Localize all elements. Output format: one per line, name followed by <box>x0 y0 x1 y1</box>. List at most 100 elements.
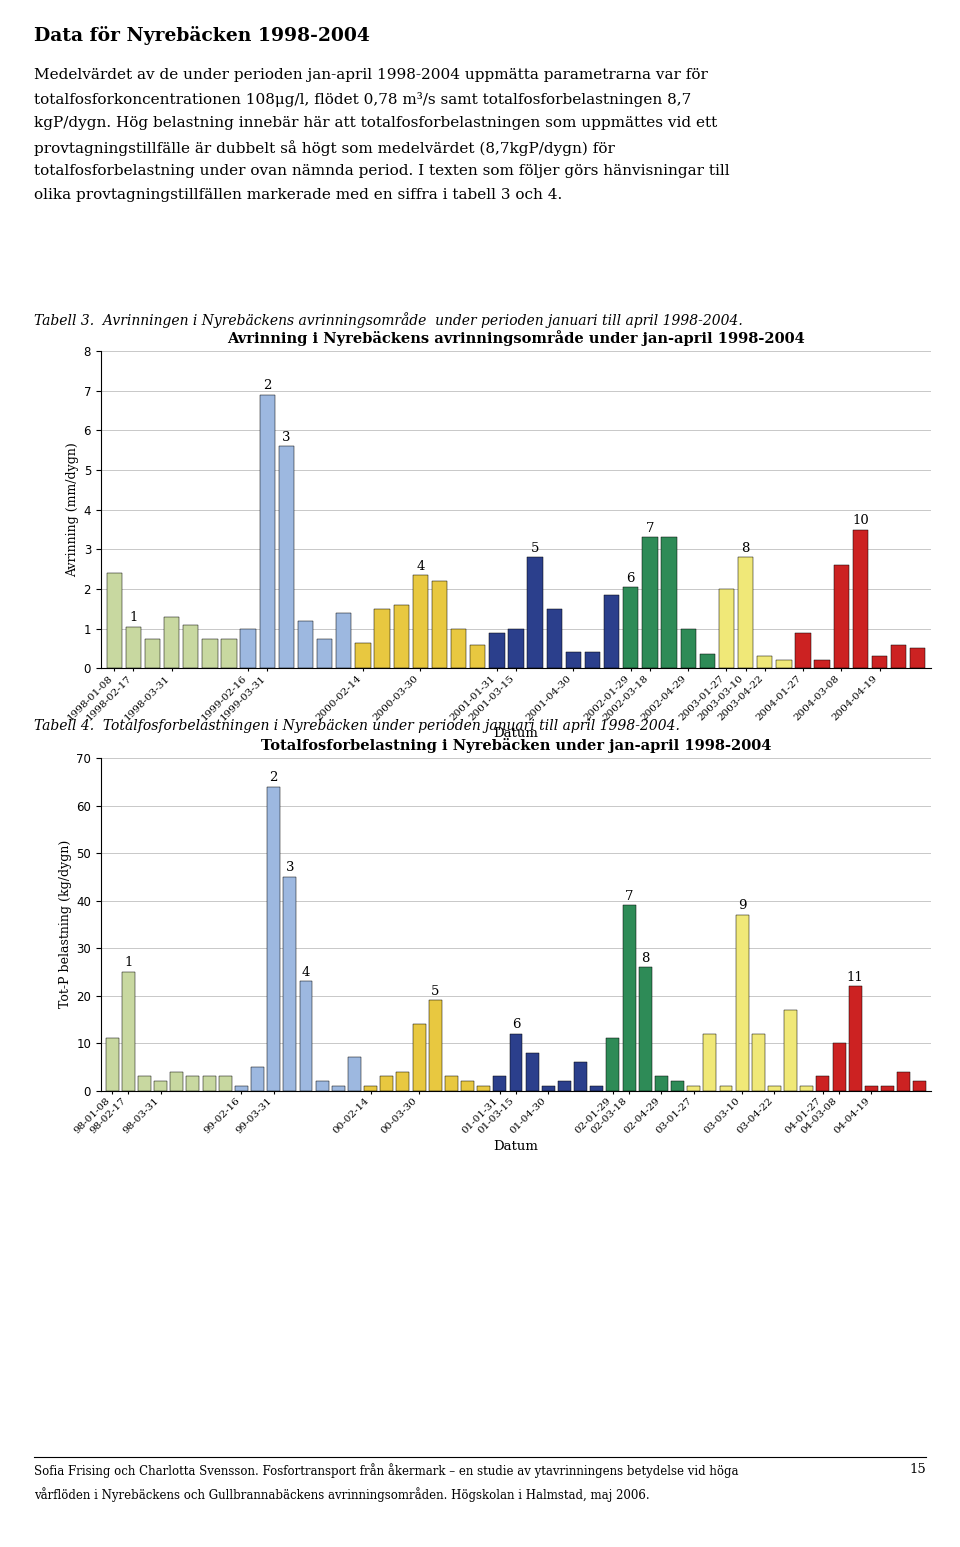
Text: 8: 8 <box>741 541 750 555</box>
Bar <box>493 1077 506 1091</box>
Bar <box>396 1072 409 1091</box>
Bar <box>451 628 467 668</box>
Text: Medelvärdet av de under perioden jan-april 1998-2004 uppmätta parametrarna var f: Medelvärdet av de under perioden jan-apr… <box>34 68 708 82</box>
Bar <box>509 628 523 668</box>
Text: 7: 7 <box>625 890 634 903</box>
Bar <box>638 967 652 1091</box>
Text: 7: 7 <box>646 521 654 535</box>
Text: 11: 11 <box>847 970 864 984</box>
Text: kgP/dygn. Hög belastning innebär här att totalfosforbelastningen som uppmättes v: kgP/dygn. Hög belastning innebär här att… <box>34 116 717 130</box>
Bar <box>444 1077 458 1091</box>
Bar <box>126 627 141 668</box>
Bar <box>891 645 906 668</box>
Text: 5: 5 <box>531 541 540 555</box>
Bar <box>607 1038 619 1091</box>
Text: 4: 4 <box>416 560 424 572</box>
Text: 6: 6 <box>627 572 636 585</box>
Bar <box>777 661 792 668</box>
Bar <box>881 1086 894 1091</box>
Text: Sofia Frising och Charlotta Svensson. Fosfortransport från åkermark – en studie : Sofia Frising och Charlotta Svensson. Fo… <box>34 1463 738 1479</box>
Bar <box>355 642 371 668</box>
Bar <box>316 1081 328 1091</box>
Bar <box>374 610 390 668</box>
Bar <box>477 1086 491 1091</box>
Text: 4: 4 <box>301 965 310 979</box>
Bar <box>283 877 297 1091</box>
Text: 6: 6 <box>512 1018 520 1032</box>
Bar <box>170 1072 183 1091</box>
Bar <box>546 610 562 668</box>
Bar <box>240 628 255 668</box>
Bar <box>865 1086 877 1091</box>
Bar <box>332 1086 345 1091</box>
Bar <box>585 653 600 668</box>
Title: Avrinning i Nyrebäckens avrinningsområde under jan-april 1998-2004: Avrinning i Nyrebäckens avrinningsområde… <box>228 330 804 347</box>
Text: Tabell 3.  Avrinningen i Nyrebäckens avrinningsområde  under perioden januari ti: Tabell 3. Avrinningen i Nyrebäckens avri… <box>34 312 742 328</box>
Bar <box>235 1086 248 1091</box>
Text: 1: 1 <box>124 956 132 970</box>
Bar <box>336 613 351 668</box>
Text: 3: 3 <box>285 862 294 874</box>
Bar <box>801 1086 813 1091</box>
Bar <box>183 625 199 668</box>
Bar <box>203 639 218 668</box>
Bar <box>432 582 447 668</box>
Bar <box>106 1038 119 1091</box>
Bar <box>222 639 237 668</box>
Bar <box>898 1072 910 1091</box>
Bar <box>852 529 868 668</box>
Bar <box>833 565 849 668</box>
Bar <box>700 654 715 668</box>
Bar <box>138 1077 151 1091</box>
Text: vårflöden i Nyrebäckens och Gullbrannabäckens avrinningsområden. Högskolan i Hal: vårflöden i Nyrebäckens och Gullbrannabä… <box>34 1487 649 1502</box>
Bar <box>267 786 280 1091</box>
Text: provtagningstillfälle är dubbelt så högt som medelvärdet (8,7kgP/dygn) för: provtagningstillfälle är dubbelt så högt… <box>34 141 614 156</box>
Y-axis label: Avrinning (mm/dygn): Avrinning (mm/dygn) <box>66 442 80 577</box>
Bar <box>661 537 677 668</box>
Text: 10: 10 <box>852 514 869 528</box>
Bar <box>164 617 180 668</box>
Bar <box>380 1077 394 1091</box>
Bar <box>155 1081 167 1091</box>
Bar <box>719 589 734 668</box>
Bar <box>910 648 925 668</box>
Bar <box>623 905 636 1091</box>
Text: 3: 3 <box>282 432 291 444</box>
Y-axis label: Tot-P belastning (kg/dygn): Tot-P belastning (kg/dygn) <box>59 840 72 1009</box>
Bar <box>541 1086 555 1091</box>
Text: Tabell 4.  Totalfosforbelastningen i Nyrebäcken under perioden januari till apri: Tabell 4. Totalfosforbelastningen i Nyre… <box>34 719 680 733</box>
Text: Data för Nyrebäcken 1998-2004: Data för Nyrebäcken 1998-2004 <box>34 26 370 45</box>
Bar <box>784 1010 797 1091</box>
Bar <box>574 1063 588 1091</box>
Bar <box>278 447 294 668</box>
Bar <box>671 1081 684 1091</box>
Bar <box>623 586 638 668</box>
Bar <box>752 1033 765 1091</box>
Bar <box>565 653 581 668</box>
Bar <box>704 1033 716 1091</box>
Bar <box>298 620 313 668</box>
Bar <box>872 656 887 668</box>
Bar <box>122 972 134 1091</box>
Bar <box>394 605 409 668</box>
Bar <box>590 1086 603 1091</box>
Bar <box>259 394 275 668</box>
Bar <box>461 1081 474 1091</box>
Text: 2: 2 <box>270 770 277 784</box>
Text: 15: 15 <box>910 1463 926 1476</box>
Text: 5: 5 <box>431 985 440 998</box>
Bar <box>655 1077 668 1091</box>
Text: 2: 2 <box>263 379 272 393</box>
Bar <box>795 633 810 668</box>
Bar <box>642 537 658 668</box>
Bar <box>849 985 862 1091</box>
Bar <box>604 596 619 668</box>
Text: 1: 1 <box>130 611 137 625</box>
Bar <box>413 575 428 668</box>
Bar <box>558 1081 571 1091</box>
Bar <box>413 1024 425 1091</box>
Bar <box>817 1077 829 1091</box>
Text: totalfosforbelastning under ovan nämnda period. I texten som följer görs hänvisn: totalfosforbelastning under ovan nämnda … <box>34 164 730 178</box>
Text: 9: 9 <box>738 899 747 913</box>
Text: 8: 8 <box>641 951 649 965</box>
